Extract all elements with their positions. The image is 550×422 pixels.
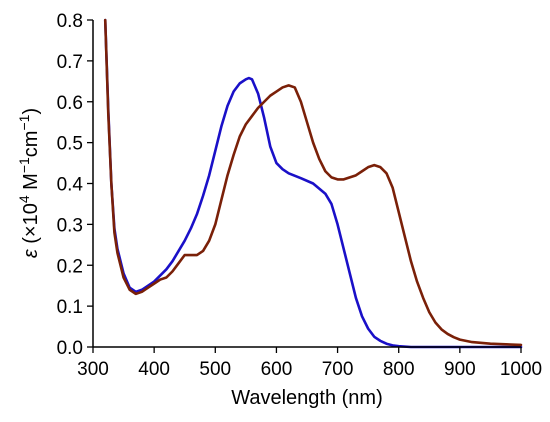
y-axis-open: (×10 bbox=[20, 203, 42, 249]
y-tick-label: 0.0 bbox=[57, 338, 83, 359]
y-tick-label: 0.3 bbox=[57, 215, 83, 236]
x-tick-label: 500 bbox=[199, 359, 231, 380]
x-tick-label: 900 bbox=[444, 359, 476, 380]
y-tick-label: 0.5 bbox=[57, 134, 83, 155]
x-ticks: 300 400 500 600 700 800 900 1000 bbox=[77, 347, 542, 380]
y-axis-title: ε (×104 M−1cm−1) bbox=[16, 108, 42, 258]
y-tick-label: 0.4 bbox=[57, 175, 84, 196]
x-tick-label: 400 bbox=[138, 359, 170, 380]
y-tick-label: 0.6 bbox=[57, 93, 83, 114]
x-axis-title: Wavelength (nm) bbox=[231, 387, 383, 409]
y-axis-exp1: 4 bbox=[16, 195, 32, 203]
series-layer bbox=[103, 18, 523, 349]
axes-layer bbox=[92, 20, 521, 348]
y-tick-label: 0.1 bbox=[57, 297, 83, 318]
y-tick-label: 0.8 bbox=[57, 11, 83, 32]
y-axis-unit-m: M bbox=[20, 173, 42, 195]
y-axis-close: ) bbox=[20, 108, 42, 115]
x-tick-label: 600 bbox=[261, 359, 293, 380]
x-tick-label: 1000 bbox=[500, 359, 542, 380]
y-ticks: 0.0 0.1 0.2 0.3 0.4 0.5 0.6 0.7 0.8 bbox=[57, 11, 93, 359]
y-axis-unit-cm: cm bbox=[20, 131, 42, 158]
y-axis-exp3: −1 bbox=[16, 114, 32, 130]
series-line-1 bbox=[103, 18, 523, 349]
x-tick-label: 300 bbox=[77, 359, 109, 380]
y-axis-exp2: −1 bbox=[16, 157, 32, 173]
y-axis-symbol: ε bbox=[20, 248, 42, 258]
y-tick-label: 0.2 bbox=[57, 256, 83, 277]
series-line-2 bbox=[103, 18, 523, 347]
x-tick-label: 800 bbox=[383, 359, 415, 380]
y-tick-label: 0.7 bbox=[57, 52, 83, 73]
x-tick-label: 700 bbox=[322, 359, 354, 380]
